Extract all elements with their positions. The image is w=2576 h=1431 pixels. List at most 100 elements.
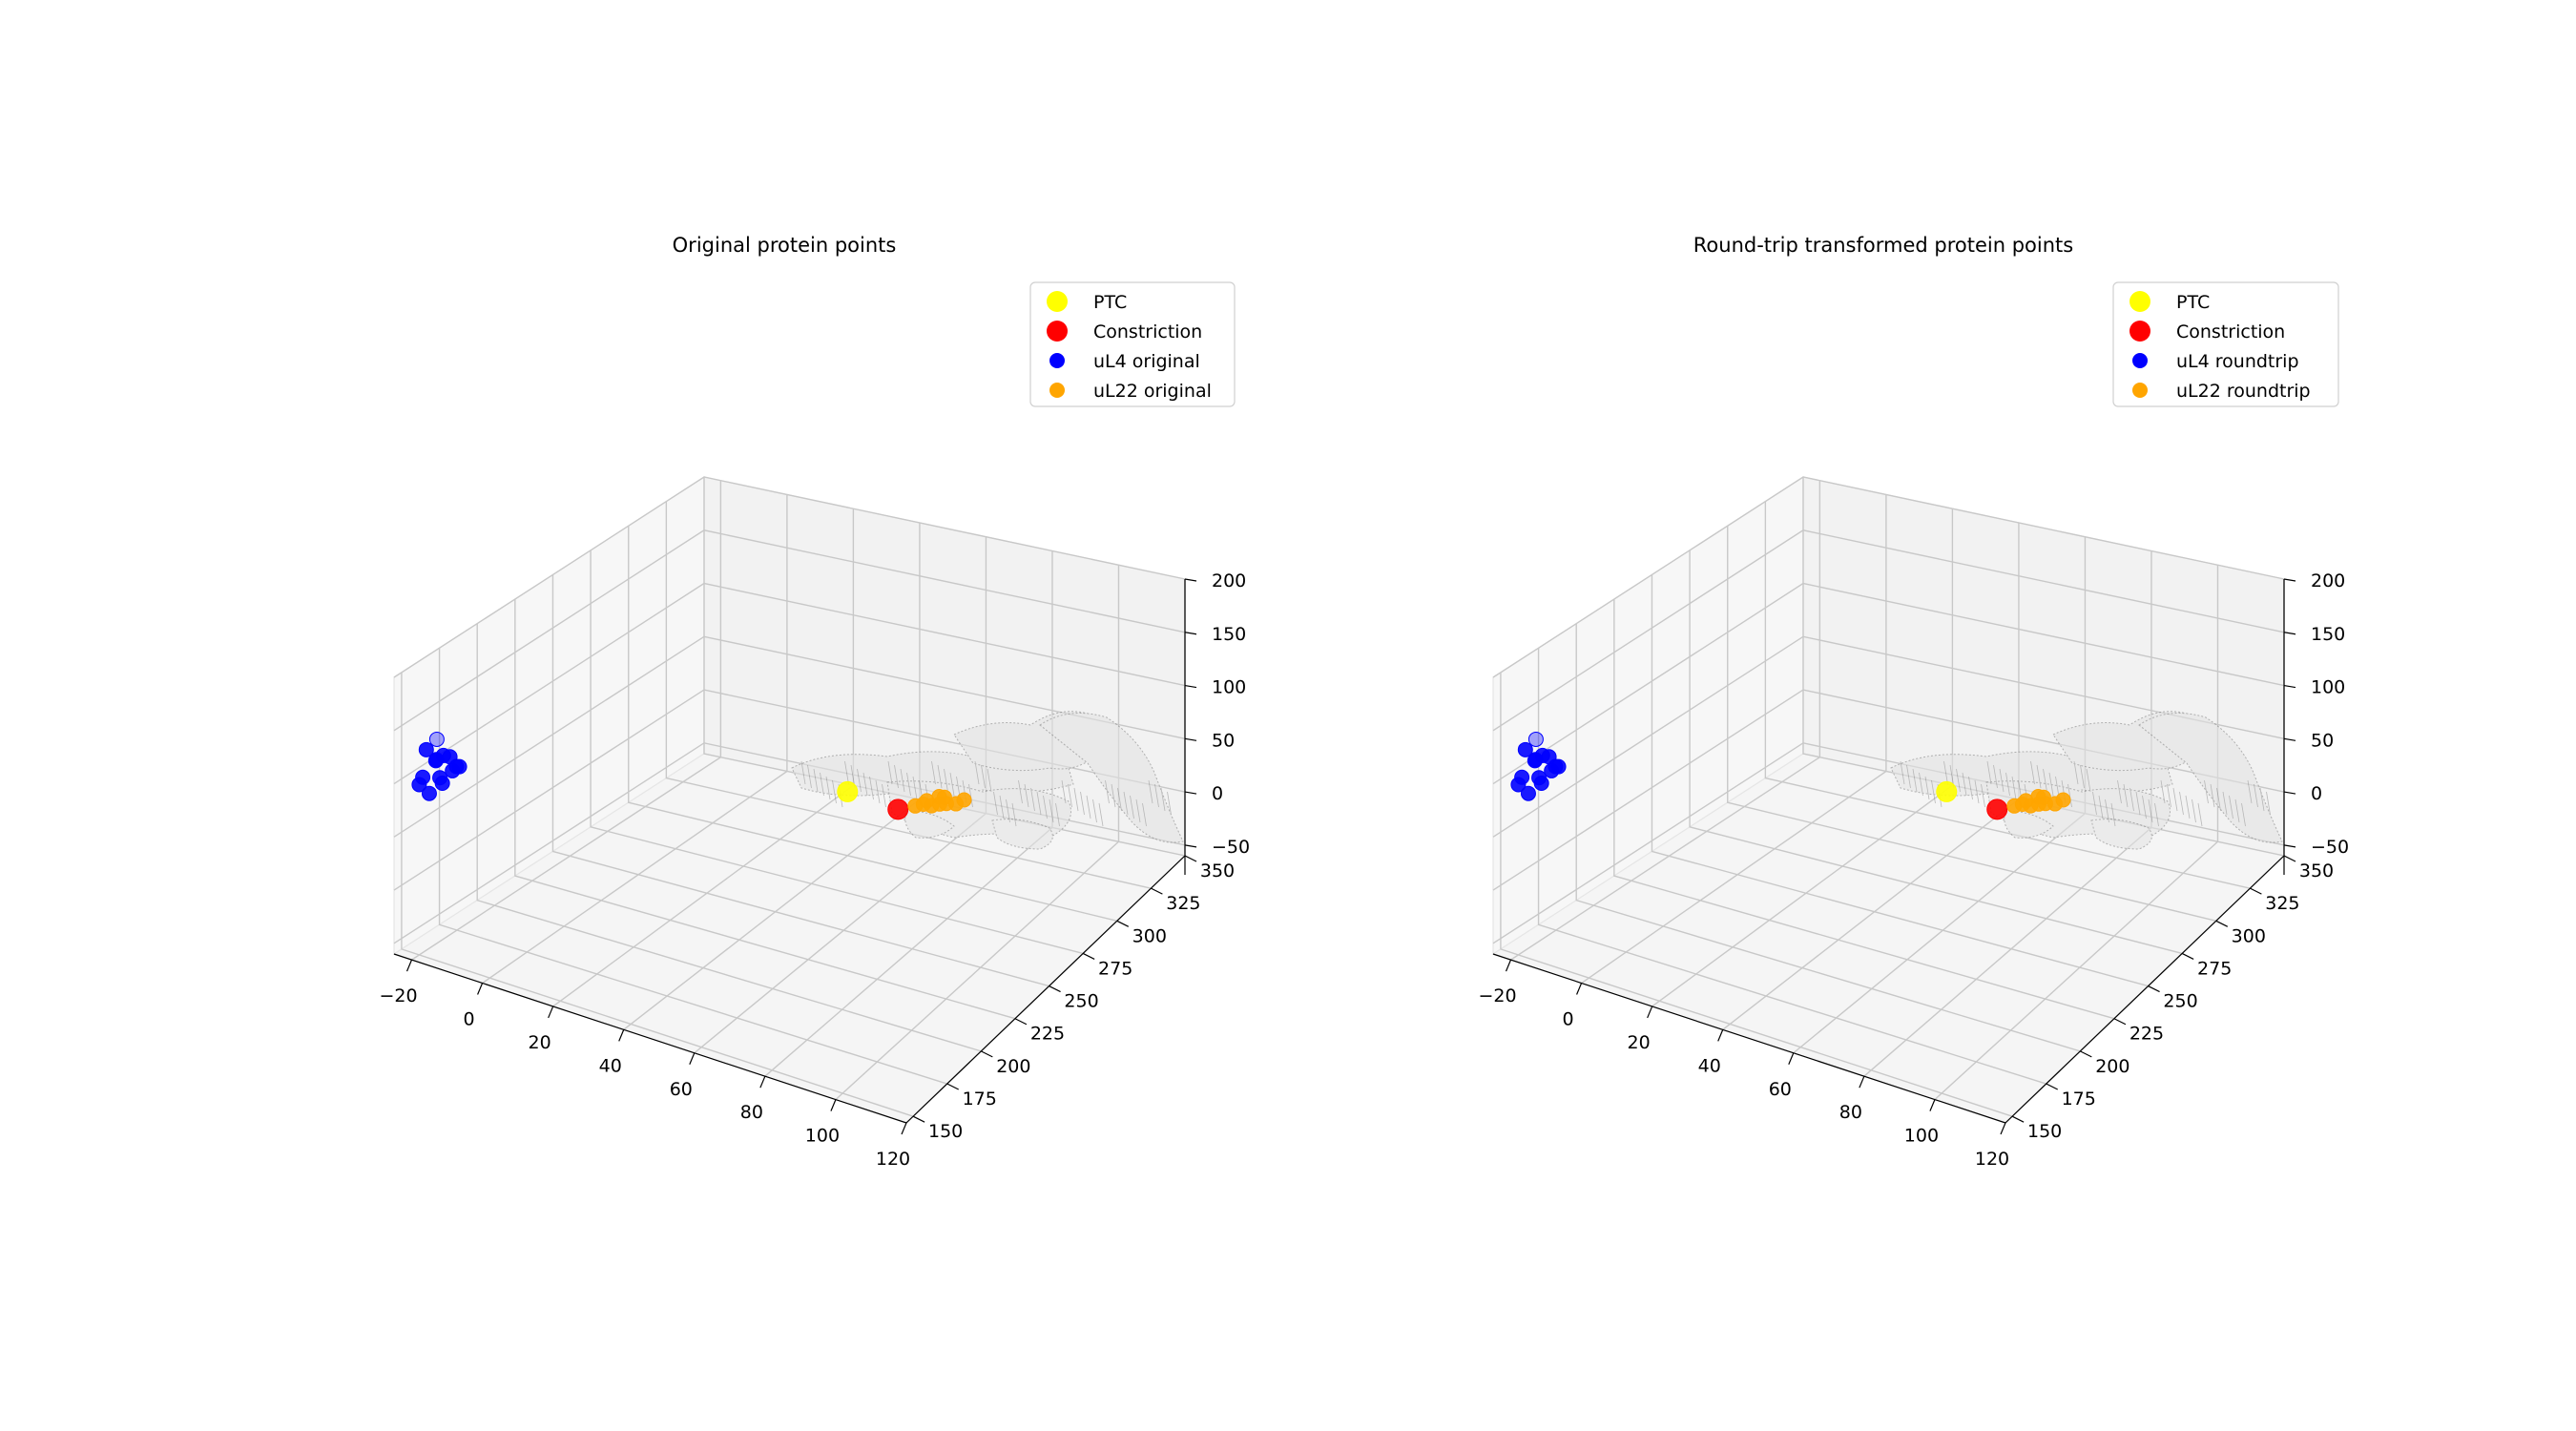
mesh-line (2216, 787, 2221, 812)
mesh-line (2179, 791, 2184, 816)
data-point (2018, 793, 2034, 809)
mesh-line (912, 776, 918, 800)
x-tick (759, 1075, 766, 1089)
y-tick (2181, 952, 2194, 960)
mesh-line (2222, 791, 2228, 816)
mesh-line (1105, 779, 1110, 804)
z-tick-label: 150 (2311, 624, 2345, 645)
mesh-line (2247, 779, 2253, 804)
y-tick-label: 300 (2232, 925, 2266, 946)
mesh-line (974, 760, 980, 785)
x-tick-label: 20 (529, 1032, 551, 1053)
mesh-line (1900, 760, 1905, 785)
chart-title: Original protein points (673, 234, 897, 257)
y-tick (2046, 1083, 2059, 1090)
mesh-line (2105, 798, 2109, 823)
mesh-line (993, 791, 998, 816)
y-gridline (476, 623, 982, 1052)
y-tick-label: 200 (2095, 1056, 2129, 1077)
mesh-line (2167, 783, 2171, 808)
x-tick (1505, 959, 1512, 972)
mesh-line (2160, 779, 2166, 804)
mesh-line (2080, 764, 2085, 789)
mesh-line (968, 783, 973, 808)
y-tick-label: 225 (2129, 1024, 2164, 1045)
x-tick-label: 0 (1563, 1009, 1574, 1030)
y-tick (1082, 952, 1095, 960)
mesh-line (1123, 791, 1129, 816)
mesh-line (1055, 802, 1060, 827)
x-tick-label: 80 (740, 1102, 763, 1123)
mesh-line (1993, 764, 1998, 789)
mesh-line (800, 760, 806, 785)
x-axis-line (393, 953, 907, 1124)
z-gridline (393, 635, 1186, 838)
mesh-patch (991, 819, 1053, 850)
x-tick-label: 20 (1628, 1032, 1651, 1053)
mesh-line (807, 764, 812, 789)
mesh-line (869, 776, 874, 800)
mesh-line (2086, 768, 2091, 793)
z-tick-label: 50 (2311, 730, 2334, 751)
mesh-line (813, 768, 819, 793)
x-tick (1717, 1029, 1724, 1042)
mesh-surface (791, 711, 1184, 850)
y-tick-label: 175 (963, 1089, 997, 1110)
y-tick-label: 225 (1030, 1024, 1065, 1045)
x-tick (689, 1052, 696, 1065)
z-tick-label: 100 (1212, 677, 1246, 698)
mesh-line (931, 760, 936, 785)
y-gridline (1727, 526, 2216, 922)
z-gridline (393, 476, 1186, 678)
z-gridline (1492, 582, 2285, 785)
x-tick-label: 80 (1839, 1102, 1862, 1123)
y-tick (1151, 887, 1163, 895)
mesh-line (2204, 779, 2209, 804)
mesh-line (2073, 760, 2079, 785)
x-tick-label: 100 (1904, 1126, 1939, 1147)
x-tick-label: 120 (876, 1149, 910, 1170)
mesh-line (1142, 802, 1147, 827)
z-tick-label: 200 (2311, 570, 2345, 591)
z-tick (1184, 844, 1197, 848)
y-gridline (1575, 623, 2081, 1052)
y-gridline (401, 672, 914, 1117)
series-ptc (837, 780, 859, 802)
mesh-patch (1039, 713, 1184, 843)
mesh-line (2043, 768, 2047, 793)
mesh-line (844, 760, 849, 785)
data-point (428, 731, 445, 747)
x-tick (405, 959, 413, 972)
data-point (1533, 776, 1549, 792)
y-tick-label: 250 (1064, 991, 1098, 1012)
mesh-line (887, 760, 893, 785)
mesh-line (1068, 783, 1072, 808)
y-gridline (551, 574, 1049, 987)
mesh-line (2266, 791, 2271, 816)
y-gridline (438, 648, 947, 1085)
z-tick (1184, 578, 1197, 582)
y-gridline (1764, 501, 2251, 889)
data-point (919, 793, 935, 809)
y-tick-label: 250 (2163, 991, 2197, 1012)
series-ptc (1936, 780, 1958, 802)
z-tick (2283, 684, 2296, 689)
y-tick-label: 350 (2299, 861, 2334, 881)
legend-marker (1047, 291, 1068, 312)
mesh-line (1931, 779, 1936, 804)
z-tick (2283, 632, 2296, 635)
mesh-line (1030, 787, 1035, 812)
y-tick (1049, 985, 1061, 993)
mesh-line (1024, 783, 1029, 808)
mesh-line (1962, 772, 1967, 797)
chart-title: Round-trip transformed protein points (1693, 234, 2073, 257)
y-gridline (665, 501, 1152, 889)
mesh-line (2110, 802, 2116, 827)
mesh-line (2172, 787, 2178, 812)
data-point (956, 792, 972, 808)
mesh-line (1919, 772, 1923, 797)
mesh-line (2135, 791, 2141, 816)
z-tick (2283, 737, 2296, 741)
mesh-line (2259, 787, 2265, 812)
data-point (434, 776, 450, 792)
